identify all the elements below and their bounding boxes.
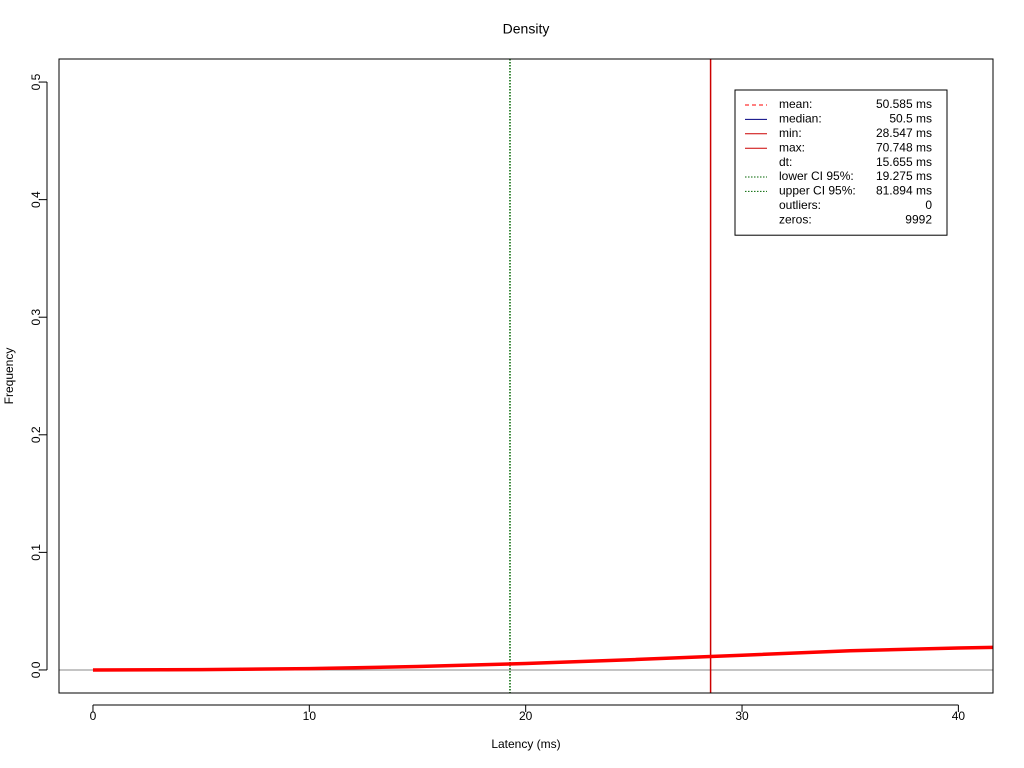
legend-label: median:	[779, 112, 822, 126]
legend-label: max:	[779, 140, 805, 154]
legend-value: 28.547 ms	[876, 126, 932, 140]
plot-box	[58, 58, 994, 694]
legend-label: lower CI 95%:	[779, 169, 854, 183]
y-tick-label: 0.1	[29, 544, 43, 561]
density-line	[92, 645, 994, 672]
x-tick-label: 20	[519, 709, 533, 723]
legend-label: min:	[779, 126, 802, 140]
legend-value: 9992	[905, 212, 932, 226]
y-tick-label: 0.3	[29, 309, 43, 326]
legend-label: zeros:	[779, 212, 812, 226]
legend-label: mean:	[779, 97, 812, 111]
legend-value: 50.5 ms	[889, 112, 932, 126]
legend-value: 19.275 ms	[876, 169, 932, 183]
legend-value: 50.585 ms	[876, 97, 932, 111]
legend-label: outliers:	[779, 198, 821, 212]
y-tick-label: 0.2	[29, 426, 43, 443]
legend-value: 0	[925, 198, 932, 212]
legend-value: 15.655 ms	[876, 155, 932, 169]
y-tick-label: 0.0	[29, 661, 43, 678]
y-axis-label: Frequency	[2, 348, 16, 405]
legend-label: dt:	[779, 155, 792, 169]
legend-value: 70.748 ms	[876, 140, 932, 154]
y-tick-label: 0.4	[29, 191, 43, 208]
x-axis-label: Latency (ms)	[491, 737, 560, 751]
y-tick-label: 0.5	[29, 73, 43, 90]
legend-label: upper CI 95%:	[779, 184, 856, 198]
x-tick-label: 0	[90, 709, 97, 723]
x-tick-label: 40	[952, 709, 966, 723]
chart-title: Density	[503, 21, 550, 37]
legend-value: 81.894 ms	[876, 184, 932, 198]
x-tick-label: 10	[303, 709, 317, 723]
legend-box	[734, 89, 948, 236]
x-tick-label: 30	[735, 709, 749, 723]
